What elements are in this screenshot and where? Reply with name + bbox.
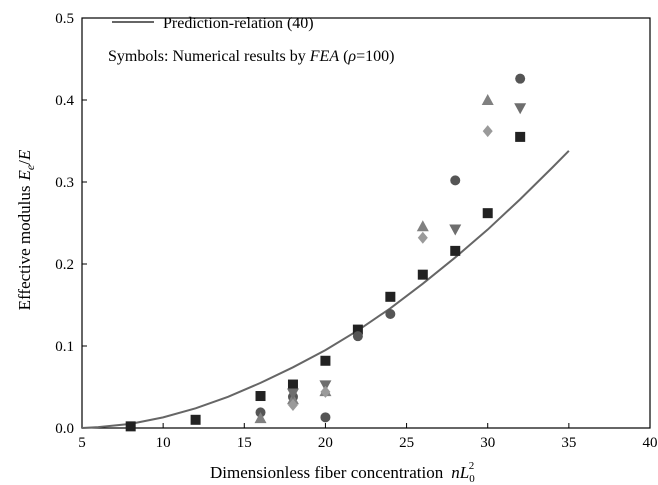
prediction-line — [81, 150, 570, 429]
x-tick-label: 30 — [480, 435, 495, 451]
legend-symbols-note: Symbols: Numerical results by FEA (ρ=100… — [108, 48, 394, 65]
data-point-square — [515, 131, 526, 142]
data-point-triangle-down — [514, 103, 527, 115]
x-axis-title: Dimensionless fiber concentration nL02 — [210, 460, 475, 485]
data-point-circle — [515, 73, 526, 84]
data-point-square — [385, 291, 396, 302]
data-point-square — [320, 355, 331, 366]
legend: Prediction-relation (40) Symbols: Numeri… — [108, 15, 394, 65]
y-tick-label: 0.0 — [55, 421, 74, 437]
y-tick-label: 0.5 — [55, 11, 74, 27]
x-tick-label: 25 — [399, 435, 414, 451]
data-point-diamond — [320, 385, 331, 398]
data-point-diamond — [482, 125, 493, 138]
data-point-triangle-up — [416, 220, 429, 232]
data-point-circle — [352, 331, 363, 342]
x-tick-label: 35 — [561, 435, 576, 451]
data-point-circle — [320, 412, 331, 423]
x-tick-label: 15 — [237, 435, 252, 451]
x-tick-label: 5 — [78, 435, 86, 451]
data-point-square — [255, 391, 266, 402]
data-point-triangle-down — [319, 380, 332, 392]
data-point-diamond — [417, 231, 428, 244]
data-point-circle — [450, 175, 461, 186]
data-point-circle — [385, 309, 396, 320]
y-axis: 0.0 0.1 0.2 0.3 0.4 0.5 — [55, 11, 87, 437]
series-layer — [81, 73, 570, 432]
data-point-triangle-up — [481, 94, 494, 105]
x-tick-label: 20 — [318, 435, 333, 451]
legend-line-label: Prediction-relation (40) — [163, 15, 314, 32]
data-point-square — [287, 379, 298, 390]
y-tick-label: 0.2 — [55, 257, 74, 273]
y-tick-label: 0.3 — [55, 175, 74, 191]
plot-border — [81, 17, 651, 429]
y-tick-label: 0.1 — [55, 339, 74, 355]
x-tick-label: 40 — [643, 435, 658, 451]
data-point-square — [352, 324, 363, 335]
data-point-square — [482, 208, 493, 219]
data-point-diamond — [287, 399, 298, 412]
y-tick-label: 0.4 — [55, 93, 74, 109]
x-tick-label: 10 — [156, 435, 171, 451]
data-point-square — [417, 269, 428, 280]
data-point-square — [450, 245, 461, 256]
data-point-triangle-down — [449, 224, 462, 236]
data-point-square — [190, 414, 201, 425]
x-axis: 5 10 15 20 25 30 35 40 — [78, 423, 658, 451]
plot-frame — [81, 17, 651, 429]
data-point-square — [125, 421, 136, 432]
y-axis-title: Effective modulusEe/E — [15, 149, 37, 310]
data-point-triangle-up — [254, 412, 267, 424]
data-point-triangle-down — [286, 388, 299, 400]
